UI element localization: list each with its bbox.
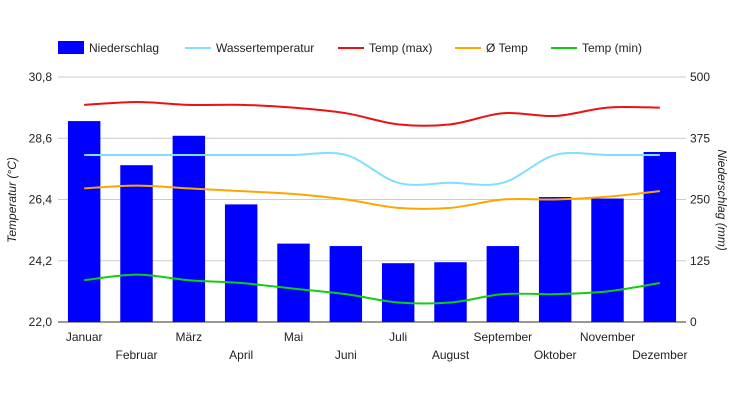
x-tick-label: Oktober: [534, 348, 577, 362]
x-tick-label: Mai: [284, 330, 303, 344]
x-tick-label: April: [229, 348, 253, 362]
right-tick-label: 125: [690, 254, 710, 268]
x-tick-label: September: [473, 330, 532, 344]
left-tick-label: 24,2: [29, 254, 53, 268]
right-tick-label: 500: [690, 70, 710, 84]
series-line-temp-min-: [84, 273, 660, 305]
axes: 22,0 0 24,2 125 26,4 250 28,6 375 30,8 500 Januar F…: [29, 70, 711, 362]
precipitation-bar: [591, 198, 624, 322]
precipitation-bar: [224, 204, 258, 322]
temperature-lines: [84, 101, 660, 305]
precipitation-bars: [67, 121, 677, 322]
precipitation-bar: [120, 165, 153, 322]
x-tick-label: Juli: [389, 330, 407, 344]
x-tick-label: März: [175, 330, 202, 344]
legend-label: Wassertemperatur: [216, 41, 314, 55]
right-tick-label: 0: [690, 315, 697, 329]
precipitation-bar: [434, 262, 467, 322]
left-tick-label: 26,4: [29, 193, 53, 207]
x-tick-label: Dezember: [632, 348, 687, 362]
x-tick-label: August: [432, 348, 470, 362]
x-tick-label: Februar: [115, 348, 157, 362]
left-tick-label: 22,0: [29, 315, 53, 329]
precipitation-bar: [277, 243, 310, 322]
grid-lines: [58, 76, 686, 323]
x-tick-label: Januar: [66, 330, 103, 344]
legend-swatch: [58, 41, 84, 54]
precipitation-bar: [329, 246, 363, 322]
legend-label: Ø Temp: [486, 41, 528, 55]
series-line--temp: [84, 184, 660, 210]
right-tick-label: 375: [690, 131, 710, 145]
right-axis-title: Niederschlag (mm): [715, 149, 729, 250]
legend: Niederschlag Wassertemperatur Temp (max) Ø …: [58, 41, 642, 55]
legend-label: Temp (min): [582, 41, 642, 55]
x-tick-label: Juni: [335, 348, 357, 362]
precipitation-bar: [486, 246, 520, 322]
right-tick-label: 250: [690, 193, 710, 207]
precipitation-bar: [67, 121, 101, 322]
precipitation-bar: [643, 151, 677, 322]
legend-label: Niederschlag: [89, 41, 159, 55]
left-tick-label: 30,8: [29, 70, 53, 84]
left-axis-title: Temperatur (°C): [5, 157, 19, 243]
left-tick-label: 28,6: [29, 131, 53, 145]
precipitation-bar: [381, 263, 415, 322]
legend-label: Temp (max): [369, 41, 432, 55]
series-line-temp-max-: [84, 101, 660, 127]
precipitation-bar: [172, 135, 206, 322]
series-line-wassertemperatur: [84, 151, 660, 186]
x-tick-label: November: [580, 330, 635, 344]
precipitation-bar: [538, 197, 572, 322]
